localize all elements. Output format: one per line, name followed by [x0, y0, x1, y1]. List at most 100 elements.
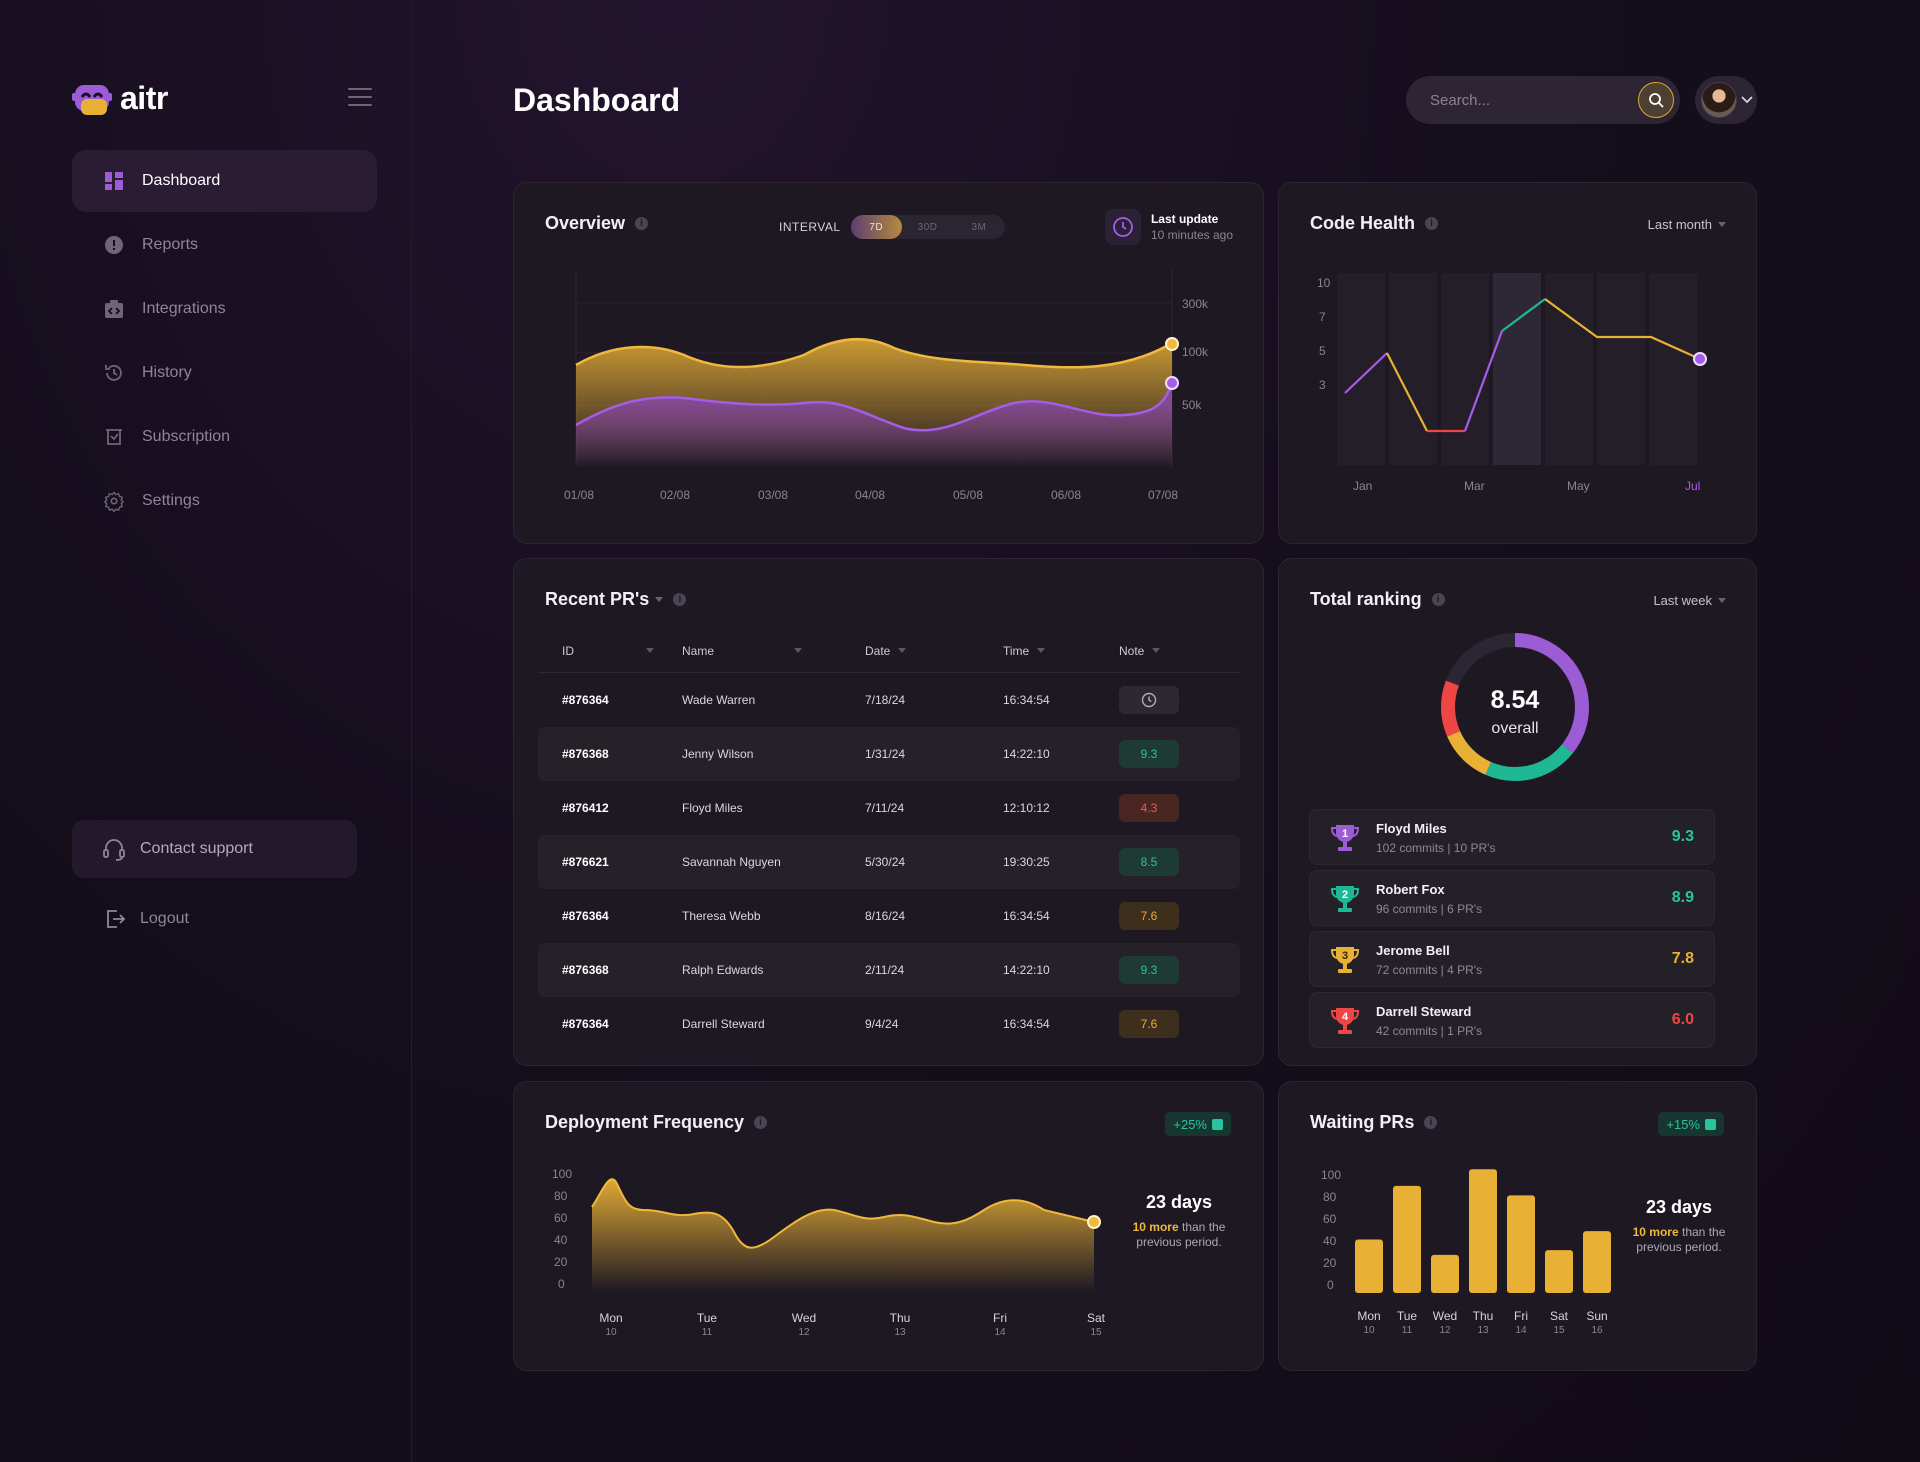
ranking-range-dropdown[interactable]: Last week — [1653, 593, 1726, 608]
info-icon[interactable]: i — [1424, 1116, 1438, 1129]
grid-icon — [104, 171, 124, 191]
svg-text:1: 1 — [1342, 828, 1348, 840]
range-label: Last week — [1653, 593, 1712, 608]
column-header-time[interactable]: Time — [1003, 644, 1119, 658]
sidebar-item-subscription[interactable]: Subscription — [72, 406, 377, 468]
x-tick: May — [1567, 479, 1590, 493]
cell-date: 7/11/24 — [865, 801, 905, 815]
table-row[interactable]: #876412 Floyd Miles 7/11/24 12:10:12 4.3 — [538, 781, 1240, 835]
column-header-id[interactable]: ID — [538, 644, 682, 658]
info-icon[interactable]: i — [635, 217, 649, 230]
x-tick-date: 10 — [605, 1327, 617, 1338]
note-badge[interactable]: 7.6 — [1119, 1010, 1179, 1038]
column-header-note[interactable]: Note — [1119, 644, 1219, 658]
interval-3m[interactable]: 3M — [971, 221, 987, 233]
column-header-name[interactable]: Name — [682, 644, 865, 658]
x-tick: 06/08 — [1051, 488, 1081, 502]
info-icon[interactable]: i — [754, 1116, 768, 1129]
ranking-item[interactable]: 4 Darrell Steward 42 commits | 1 PR's 6.… — [1309, 992, 1715, 1048]
table-row[interactable]: #876364 Wade Warren 7/18/24 16:34:54 — [538, 673, 1240, 727]
waiting-chart: 100 80 60 40 20 0 Mon 10 Tue 11 Wed 12 Thu 13 Fr… — [1321, 1168, 1611, 1336]
info-icon[interactable]: i — [1431, 593, 1445, 606]
info-icon[interactable]: i — [673, 593, 687, 606]
deployment-end-point[interactable] — [1087, 1215, 1101, 1229]
y-tick: 20 — [554, 1255, 568, 1269]
sidebar-item-label: Dashboard — [142, 172, 221, 189]
bar-mon[interactable] — [1355, 1239, 1383, 1293]
chevron-down-icon — [1741, 96, 1753, 104]
cell-name: Wade Warren — [682, 693, 756, 707]
logo[interactable]: aitr — [72, 80, 168, 117]
trend-icon — [1212, 1118, 1223, 1130]
x-tick-date: 13 — [1477, 1325, 1489, 1336]
bar-sun[interactable] — [1583, 1231, 1611, 1293]
sidebar-item-dashboard[interactable]: Dashboard — [72, 150, 377, 212]
overview-yellow-end-point[interactable] — [1165, 337, 1179, 351]
donut-segment-red — [1441, 633, 1589, 781]
x-tick-day: Sat — [1550, 1309, 1569, 1323]
table-row[interactable]: #876621 Savannah Nguyen 5/30/24 19:30:25… — [538, 835, 1240, 889]
ranking-item[interactable]: 1 Floyd Miles 102 commits | 10 PR's 9.3 — [1309, 809, 1715, 865]
note-badge[interactable]: 4.3 — [1119, 794, 1179, 822]
menu-toggle-button[interactable] — [348, 88, 372, 112]
cell-name: Floyd Miles — [682, 801, 743, 815]
ranking-item[interactable]: 3 Jerome Bell 72 commits | 4 PR's 7.8 — [1309, 931, 1715, 987]
ranking-name: Jerome Bell — [1376, 943, 1450, 958]
interval-30d[interactable]: 30D — [917, 221, 938, 233]
search-input[interactable] — [1430, 91, 1620, 109]
y-tick: 20 — [1323, 1256, 1337, 1270]
integrations-icon — [104, 299, 124, 319]
deployment-stat-caption: 10 more than the previous period. — [1114, 1220, 1244, 1250]
profile-menu[interactable] — [1695, 76, 1757, 124]
contact-support-button[interactable]: Contact support — [72, 820, 357, 878]
table-row[interactable]: #876364 Theresa Webb 8/16/24 16:34:54 7.… — [538, 889, 1240, 943]
sidebar-item-reports[interactable]: Reports — [72, 214, 377, 276]
caret-down-icon[interactable] — [655, 597, 664, 602]
card-title: Overview i — [545, 213, 649, 234]
logout-button[interactable]: Logout — [72, 890, 189, 948]
note-badge[interactable]: 9.3 — [1119, 740, 1179, 768]
code-health-title: Code Health — [1310, 213, 1416, 233]
bar-wed[interactable] — [1431, 1254, 1459, 1293]
cell-id: #876621 — [562, 855, 609, 869]
svg-text:3: 3 — [1342, 950, 1348, 962]
table-row[interactable]: #876368 Ralph Edwards 2/11/24 14:22:10 9… — [538, 943, 1240, 997]
overview-purple-end-point[interactable] — [1165, 376, 1179, 390]
table-row[interactable]: #876364 Darrell Steward 9/4/24 16:34:54 … — [538, 997, 1240, 1051]
interval-7d[interactable]: 7D — [850, 215, 902, 239]
sidebar-item-settings[interactable]: Settings — [72, 470, 377, 532]
bar-tue[interactable] — [1393, 1185, 1421, 1293]
sort-icon — [794, 648, 803, 653]
info-icon[interactable]: i — [1425, 217, 1439, 230]
y-tick: 5 — [1319, 344, 1326, 358]
interval-selector: INTERVAL 7D 30D 3M — [779, 215, 1005, 239]
note-badge[interactable]: 7.6 — [1119, 902, 1179, 930]
sort-icon — [1152, 648, 1161, 653]
bar-sat[interactable] — [1545, 1250, 1573, 1293]
note-badge[interactable]: 9.3 — [1119, 956, 1179, 984]
bar-fri[interactable] — [1507, 1195, 1535, 1293]
svg-text:2: 2 — [1342, 889, 1348, 901]
cell-time: 19:30:25 — [1003, 855, 1050, 869]
logout-icon — [107, 910, 126, 928]
note-badge[interactable]: 8.5 — [1119, 848, 1179, 876]
waiting-prs-card: Waiting PRs i +15% 100 80 60 40 20 0 Mon… — [1278, 1081, 1757, 1371]
column-label: Name — [682, 643, 715, 658]
cell-date: 2/11/24 — [865, 963, 905, 977]
sidebar-item-label: Subscription — [142, 428, 231, 445]
table-row[interactable]: #876368 Jenny Wilson 1/31/24 14:22:10 9.… — [538, 727, 1240, 781]
note-pending-badge[interactable] — [1119, 686, 1179, 714]
cell-name: Darrell Steward — [682, 1017, 765, 1031]
sidebar-item-integrations[interactable]: Integrations — [72, 278, 377, 340]
ranking-item[interactable]: 2 Robert Fox 96 commits | 6 PR's 8.9 — [1309, 870, 1715, 926]
sidebar-item-history[interactable]: History — [72, 342, 377, 404]
search-button[interactable] — [1638, 82, 1674, 118]
cell-time: 14:22:10 — [1003, 963, 1050, 977]
column-header-date[interactable]: Date — [865, 644, 1003, 658]
code-health-end-point[interactable] — [1693, 352, 1707, 366]
overview-chart: 300k 100k 50k 01/08 02/08 03/08 04/08 05… — [564, 268, 1209, 502]
code-health-range-dropdown[interactable]: Last month — [1648, 217, 1726, 232]
cell-id: #876364 — [562, 1017, 609, 1031]
overview-series-yellow-line — [575, 337, 1173, 369]
bar-thu[interactable] — [1469, 1169, 1497, 1293]
